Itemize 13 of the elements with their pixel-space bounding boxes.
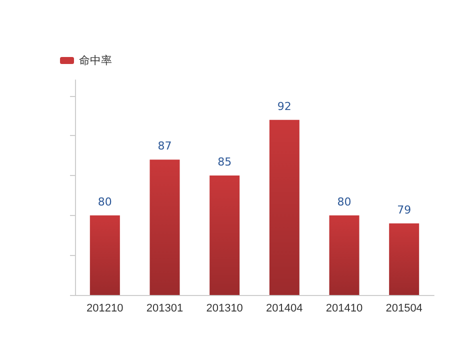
data-label: 85 [218, 156, 232, 169]
legend-label: 命中率 [79, 54, 112, 67]
data-label: 80 [98, 195, 112, 208]
data-label: 79 [397, 203, 412, 216]
data-label: 92 [277, 100, 292, 113]
x-tick-label: 201504 [386, 302, 422, 314]
x-tick-label: 201404 [266, 302, 303, 314]
x-tick-label: 201410 [326, 302, 363, 314]
data-label: 87 [158, 140, 172, 153]
x-tick-label: 201310 [206, 302, 243, 314]
data-label: 80 [337, 195, 352, 208]
x-tick-label: 201210 [86, 302, 124, 314]
x-tick-label: 201301 [146, 302, 184, 314]
